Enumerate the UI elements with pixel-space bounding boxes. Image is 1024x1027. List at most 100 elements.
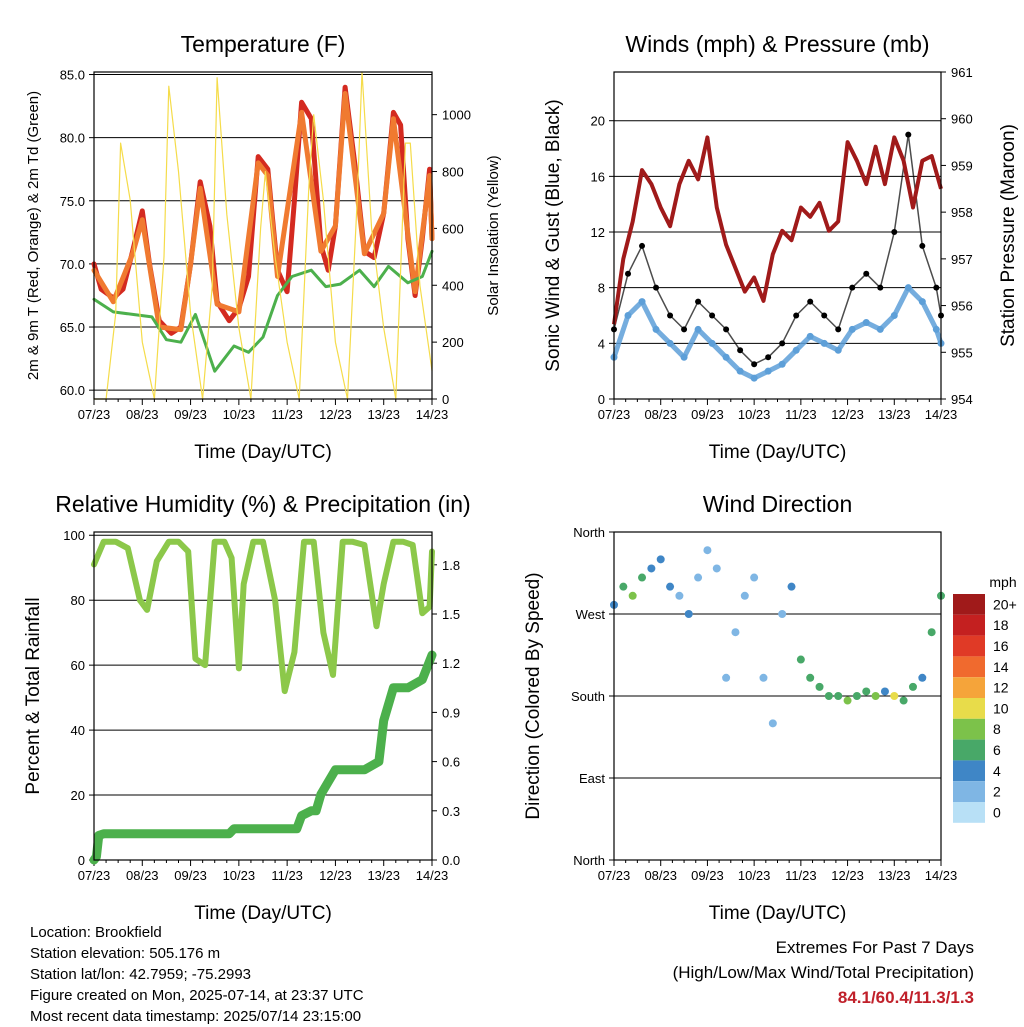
colorbar-label: 0 [993,804,1001,820]
temperature-xtick-label: 14/23 [416,407,449,422]
temperature-ytick-right-label: 600 [442,221,464,236]
temperature-ytick-label: 85.0 [60,68,85,83]
winds_pressure-xtick-label: 12/23 [831,407,864,422]
wind_direction-point [628,591,637,600]
humidity_precip-xtick-label: 12/23 [319,868,352,883]
wind_direction-xtick-label: 14/23 [925,868,958,883]
wind_direction-point [796,655,805,664]
temperature-xtick-label: 08/23 [126,407,159,422]
humidity_precip-xtick-label: 07/23 [78,868,111,883]
temperature-series-1 [91,91,435,333]
colorbar-swatch [953,656,985,678]
humidity_precip-xtick-label: 08/23 [126,868,159,883]
colorbar-swatch [953,739,985,761]
humidity_precip-ytick-label: 60 [71,658,85,673]
wind_direction-xtick-label: 11/23 [785,868,817,883]
winds_pressure-series-0 [612,135,943,325]
humidity_precip-ytick-right-label: 1.8 [442,558,460,573]
colorbar-label: 12 [993,680,1009,696]
temperature-ytick-right-label: 0 [442,392,449,407]
winds_pressure-ytick-right-label: 954 [951,392,973,407]
wind_direction-ytick-label: North [573,853,605,868]
wind_direction-title: Wind Direction [703,491,853,517]
latlon-text: Station lat/lon: 42.7959; -75.2993 [30,966,252,983]
humidity_precip-ytick-label: 0 [78,853,85,868]
colorbar-label: 18 [993,617,1009,633]
humidity_precip-ytick-right-label: 1.5 [442,607,460,622]
winds_pressure-ytick-label: 0 [598,392,605,407]
extremes-subtitle: (High/Low/Max Wind/Total Precipitation) [672,963,974,982]
humidity_precip-ytick-right-label: 0.3 [442,804,460,819]
temperature-ytick-right-label: 200 [442,335,464,350]
winds_pressure-xtick-label: 11/23 [785,407,817,422]
temperature-xtick-label: 10/23 [223,407,256,422]
temperature-ytick-label: 65.0 [60,320,85,335]
wind_direction-point [768,719,777,728]
humidity_precip-ytick-right-label: 0.0 [442,853,460,868]
colorbar-swatch [953,718,985,740]
colorbar-label: 4 [993,763,1001,779]
wind_direction-point [843,696,852,705]
wind_direction-point [890,692,899,700]
colorbar-swatch [953,698,985,719]
humidity_precip-ytick-label: 80 [71,593,85,608]
wind_direction-point [694,573,703,582]
winds_pressure-xtick-label: 07/23 [598,407,631,422]
humidity_precip-xtick-label: 14/23 [416,868,449,883]
humidity_precip-ytick-label: 20 [71,788,85,803]
winds_pressure-ytick-label: 4 [598,336,605,351]
wind_direction-point [656,555,665,564]
humidity_precip-series-0 [91,538,435,695]
temperature-ylabel-right: Solar Insolation (Yellow) [485,155,502,315]
temperature-ytick-right-label: 1000 [442,108,471,123]
extremes-values: 84.1/60.4/11.3/1.3 [837,988,974,1007]
wind_direction-point [731,628,740,637]
wind_direction-point [871,692,880,700]
wind_direction-point [852,692,861,700]
winds_pressure-series-2 [613,133,942,365]
winds_pressure-ytick-right-label: 961 [951,65,973,80]
humidity_precip-xlabel: Time (Day/UTC) [194,903,332,924]
colorbar-label: 14 [993,659,1009,675]
humidity_precip-plot-frame [93,531,433,861]
temperature-ytick-label: 70.0 [60,257,85,272]
humidity_precip-ytick-label: 100 [63,528,85,543]
wind_direction-point [815,682,824,691]
winds_pressure-xtick-label: 13/23 [878,407,911,422]
colorbar-swatch [953,802,985,823]
colorbar-label: 20+ [993,596,1017,612]
wind_direction-xlabel: Time (Day/UTC) [709,903,847,924]
wind_direction-xtick-label: 08/23 [644,868,677,883]
wind_direction-point [834,692,843,700]
colorbar-swatch [953,760,985,782]
temperature-ytick-right-label: 800 [442,165,464,180]
wind_direction-point [666,582,675,591]
wind_direction-xtick-label: 07/23 [598,868,631,883]
winds_pressure-xtick-label: 10/23 [738,407,771,422]
temperature-xtick-label: 12/23 [319,407,352,422]
wind_direction-point [806,673,815,682]
wind_direction-point [647,564,656,573]
temperature-xtick-label: 07/23 [78,407,111,422]
wind_direction-xtick-label: 12/23 [831,868,864,883]
humidity_precip-series-1 [89,650,437,865]
wind_direction-ytick-label: West [576,607,606,622]
wind_direction-point [675,591,684,600]
humidity_precip-ylabel: Percent & Total Rainfall [23,597,44,794]
winds_pressure-ytick-right-label: 958 [951,205,973,220]
colorbar-label: 2 [993,784,1001,800]
wind_direction-ytick-label: East [579,771,605,786]
colorbar-label: 6 [993,742,1001,758]
temperature-xtick-label: 09/23 [174,407,207,422]
temperature-ytick-label: 80.0 [60,131,85,146]
colorbar-label: 16 [993,638,1009,654]
winds_pressure-title: Winds (mph) & Pressure (mb) [625,31,929,57]
wind_direction-point [684,610,693,618]
wind_direction-xtick-label: 09/23 [691,868,724,883]
wind_direction-xtick-label: 10/23 [738,868,771,883]
colorbar-title: mph [989,574,1016,590]
wind_direction-point [862,687,871,696]
humidity_precip-xtick-label: 09/23 [174,868,207,883]
winds_pressure-series-1 [611,285,944,381]
winds_pressure-ytick-right-label: 959 [951,158,973,173]
